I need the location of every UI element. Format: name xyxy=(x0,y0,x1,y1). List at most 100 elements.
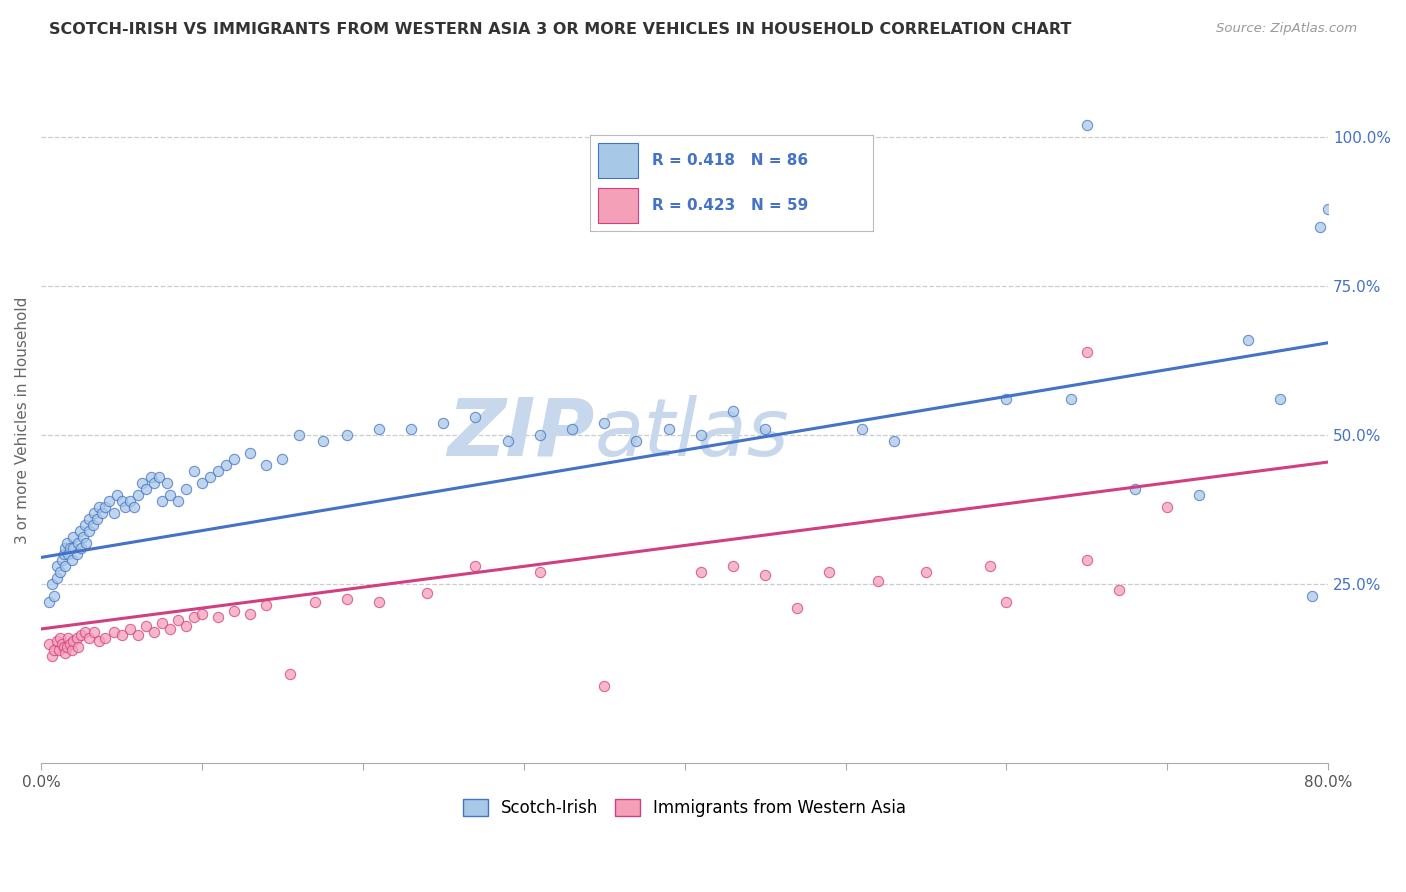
Point xyxy=(142,475,165,490)
Point xyxy=(124,500,146,514)
Point xyxy=(1076,553,1098,567)
Point xyxy=(83,624,105,639)
Point xyxy=(65,548,87,562)
Point xyxy=(166,493,188,508)
Point xyxy=(127,488,149,502)
Point xyxy=(83,506,105,520)
Point xyxy=(52,640,75,654)
Point xyxy=(142,624,165,639)
Point xyxy=(118,622,141,636)
Point xyxy=(103,624,125,639)
Point xyxy=(626,434,648,449)
Point xyxy=(995,392,1018,407)
Y-axis label: 3 or more Vehicles in Household: 3 or more Vehicles in Household xyxy=(15,297,30,544)
Point xyxy=(304,595,326,609)
Point xyxy=(368,422,391,436)
Point xyxy=(148,470,170,484)
Point xyxy=(1188,488,1211,502)
Point xyxy=(979,559,1001,574)
Point xyxy=(42,643,65,657)
Point xyxy=(529,428,551,442)
Point xyxy=(41,577,63,591)
Point xyxy=(53,646,76,660)
Point xyxy=(56,535,79,549)
Point xyxy=(657,422,679,436)
Point xyxy=(46,571,69,585)
Point xyxy=(72,530,94,544)
Point xyxy=(915,566,938,580)
Point xyxy=(82,517,104,532)
Point xyxy=(368,595,391,609)
Point xyxy=(224,604,246,618)
Point xyxy=(432,417,454,431)
Point xyxy=(58,548,80,562)
Point xyxy=(53,559,76,574)
Point xyxy=(689,566,711,580)
Point xyxy=(818,566,841,580)
Text: Source: ZipAtlas.com: Source: ZipAtlas.com xyxy=(1216,22,1357,36)
Point xyxy=(1301,589,1323,603)
Text: ZIP: ZIP xyxy=(447,395,595,473)
Point xyxy=(70,541,93,556)
Point xyxy=(87,500,110,514)
Point xyxy=(51,553,73,567)
Point xyxy=(464,410,486,425)
Point xyxy=(399,422,422,436)
Point xyxy=(224,452,246,467)
Point xyxy=(866,574,889,589)
Point xyxy=(191,607,214,621)
Point xyxy=(67,640,90,654)
Point xyxy=(689,428,711,442)
Point xyxy=(239,446,262,460)
Point xyxy=(150,493,173,508)
Point xyxy=(593,679,616,693)
Point xyxy=(159,488,181,502)
Point xyxy=(561,422,583,436)
Point xyxy=(135,619,157,633)
Point xyxy=(174,619,197,633)
Point xyxy=(166,613,188,627)
Point xyxy=(87,633,110,648)
Point xyxy=(995,595,1018,609)
Point xyxy=(155,475,177,490)
Text: R = 0.423   N = 59: R = 0.423 N = 59 xyxy=(652,198,808,213)
Point xyxy=(280,666,302,681)
Point xyxy=(1317,202,1340,216)
Point xyxy=(239,607,262,621)
Point xyxy=(1108,583,1130,598)
Point xyxy=(59,637,82,651)
Point xyxy=(191,475,214,490)
Point xyxy=(114,500,136,514)
Point xyxy=(62,530,84,544)
Point xyxy=(754,422,776,436)
Point xyxy=(254,458,277,472)
Point xyxy=(46,559,69,574)
Point xyxy=(94,500,117,514)
Point xyxy=(38,595,60,609)
Point xyxy=(721,404,744,418)
Point xyxy=(42,589,65,603)
Point xyxy=(110,628,132,642)
Point xyxy=(70,628,93,642)
Point xyxy=(73,624,96,639)
Point xyxy=(49,566,72,580)
Point xyxy=(311,434,333,449)
Point xyxy=(1236,333,1258,347)
Text: atlas: atlas xyxy=(595,395,789,473)
Point xyxy=(131,475,153,490)
Point xyxy=(46,633,69,648)
Point xyxy=(754,568,776,582)
Point xyxy=(786,601,808,615)
Point xyxy=(198,470,221,484)
Point xyxy=(1076,344,1098,359)
Point xyxy=(593,417,616,431)
Point xyxy=(110,493,132,508)
Point xyxy=(336,592,359,607)
Point xyxy=(94,631,117,645)
Point xyxy=(159,622,181,636)
Point xyxy=(529,566,551,580)
Point xyxy=(416,586,439,600)
Point xyxy=(105,488,128,502)
Point xyxy=(496,434,519,449)
Point xyxy=(183,464,205,478)
